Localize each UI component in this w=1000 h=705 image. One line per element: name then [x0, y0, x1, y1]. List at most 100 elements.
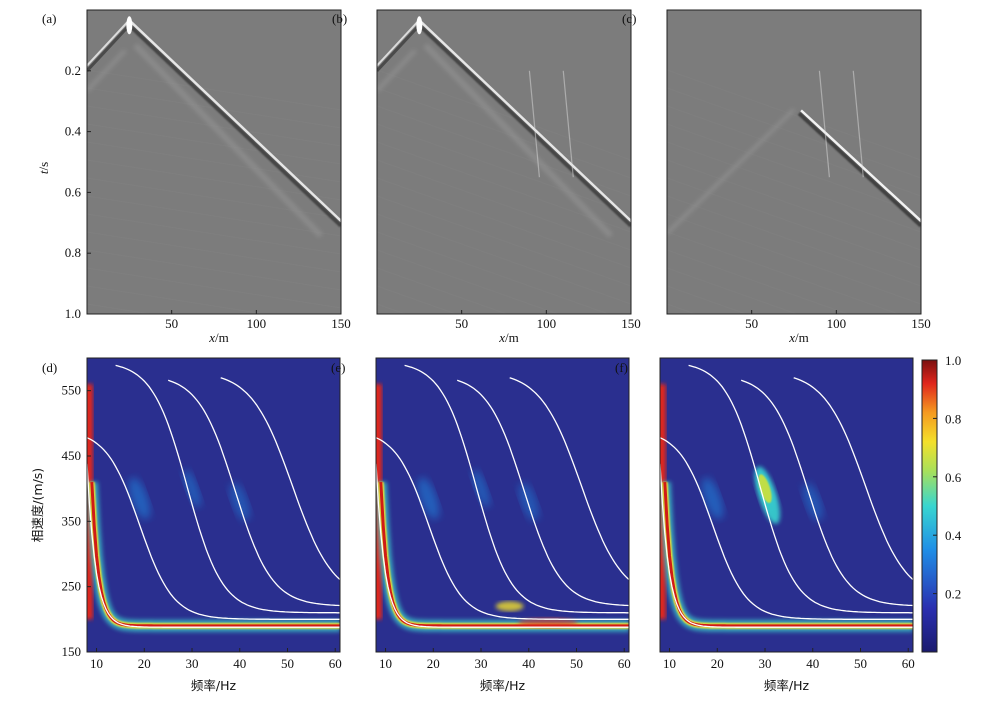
x-axis-label: x/m [788, 330, 809, 345]
noise-streak [377, 69, 631, 161]
surface-wave-tail-left [377, 48, 418, 93]
scatter-wave [667, 107, 796, 235]
colorbar: 0.2 0.4 0.6 0.8 1.0 [921, 353, 962, 653]
noise-streak [87, 195, 341, 237]
x-tick-label: 50 [455, 316, 468, 331]
noise-streak [377, 195, 631, 287]
surface-wave-tail-left [87, 48, 128, 93]
higher-mode-energy-3 [802, 482, 823, 521]
theoretical-fundamental-curve [376, 463, 629, 628]
x-tick-label: 100 [827, 316, 847, 331]
noise-streak [377, 87, 631, 179]
x-tick-label: 40 [522, 656, 535, 671]
seismic-wavefield [377, 16, 631, 314]
noise-streak [667, 267, 799, 314]
noise-streak [377, 159, 631, 251]
noise-streak [87, 123, 341, 165]
noise-streak [667, 159, 921, 251]
noise-streak [667, 87, 921, 179]
higher-mode-energy-1 [417, 477, 440, 520]
dispersion-energy [376, 364, 629, 632]
seismic-wavefield [667, 69, 921, 314]
colorbar-tick-label: 0.2 [945, 587, 961, 602]
noise-streak [87, 159, 341, 201]
x-tick-label: 40 [233, 656, 246, 671]
theoretical-curve-2 [404, 364, 629, 614]
theoretical-curve-4 [509, 377, 629, 581]
colorbar-tick-label: 0.8 [945, 411, 961, 426]
dispersion-background [660, 358, 913, 652]
seismic-panel-2: (b) 50 100 150 x/m [332, 9, 641, 345]
seismic-wavefield [87, 16, 341, 314]
higher-mode-energy-2 [472, 469, 490, 508]
y-tick-label: 0.8 [65, 245, 81, 260]
dispersion-panels-row: (d) 10 20 30 40 50 60 频率/Hz 150 250 350 450 550 (e) 10… [42, 357, 915, 693]
theoretical-curve-3 [167, 379, 340, 607]
noise-streak [87, 267, 341, 309]
surface-wave-tail [133, 43, 324, 238]
theoretical-fundamental-curve [660, 463, 913, 628]
direct-wave-dark [417, 23, 631, 228]
y-tick-label: 0.4 [65, 124, 82, 139]
noise-streak [667, 69, 921, 161]
direct-wave-left-dark [87, 24, 131, 72]
seismic-background [377, 10, 631, 314]
dispersion-panel-3: (f) 10 20 30 40 50 60 频率/Hz [615, 357, 915, 693]
higher-mode-energy-3 [229, 482, 250, 521]
noise-streak [667, 141, 921, 233]
x-tick-label: 40 [806, 656, 819, 671]
dispersion-frame [375, 357, 630, 653]
colorbar-tick-label: 0.4 [945, 528, 962, 543]
noise-streak [377, 267, 509, 314]
x-axis-label: 频率/Hz [480, 678, 526, 693]
x-tick-label: 100 [537, 316, 557, 331]
noise-streak [377, 249, 560, 314]
x-axis-label: 频率/Hz [764, 678, 810, 693]
panel-label: (d) [42, 360, 57, 375]
x-tick-label: 150 [621, 316, 641, 331]
dispersion-frame [86, 357, 341, 653]
noise-streak [377, 177, 631, 269]
x-tick-label: 50 [854, 656, 867, 671]
dispersion-panel-1: (d) 10 20 30 40 50 60 频率/Hz 150 250 350 450 550 [42, 357, 342, 693]
panel-label: (c) [622, 11, 636, 26]
x-tick-label: 30 [759, 656, 772, 671]
seismic-background [667, 10, 921, 314]
seismic-panels-row: (a) 50 100 150 x/m 0.2 0.4 0.6 0.8 1.0 (b) 50 100 150… [42, 9, 931, 345]
noise-streak [87, 249, 341, 291]
source-apex [416, 16, 423, 35]
diffraction-1 [562, 70, 574, 178]
theoretical-curve-1 [87, 437, 340, 620]
higher-mode-energy-2 [183, 469, 201, 508]
x-tick-label: 150 [331, 316, 351, 331]
noise-streak [667, 195, 921, 287]
theoretical-fundamental-curve [87, 463, 340, 628]
seismic-frame [376, 9, 632, 315]
strong-higher-mode-core [758, 474, 772, 504]
x-tick-label: 50 [570, 656, 583, 671]
noise-streak [87, 303, 154, 314]
y-tick-label: 450 [62, 448, 82, 463]
seismic-panel-1: (a) 50 100 150 x/m 0.2 0.4 0.6 0.8 1.0 [42, 9, 351, 345]
higher-mode-energy-1 [128, 477, 151, 520]
dispersion-panel-2: (e) 10 20 30 40 50 60 频率/Hz [331, 357, 631, 693]
noise-streak [667, 123, 921, 215]
scatter-energy-low [517, 617, 578, 628]
fundamental-core [90, 482, 340, 628]
direct-wave-left-bright [377, 21, 419, 68]
direct-wave-left-dark [377, 24, 421, 72]
diffraction-2 [528, 70, 540, 178]
dispersion-energy [660, 364, 913, 632]
theoretical-curve-1 [376, 437, 629, 620]
seismic-frame [86, 9, 342, 315]
y-tick-label: 550 [62, 383, 82, 398]
fundamental-core [379, 482, 629, 628]
theoretical-curve-1 [660, 437, 913, 620]
scatter-energy [495, 601, 524, 612]
x-tick-label: 10 [379, 656, 392, 671]
x-tick-label: 100 [247, 316, 267, 331]
seismic-background [87, 10, 341, 314]
noise-streak [667, 285, 748, 314]
higher-mode-energy-1 [701, 477, 724, 520]
